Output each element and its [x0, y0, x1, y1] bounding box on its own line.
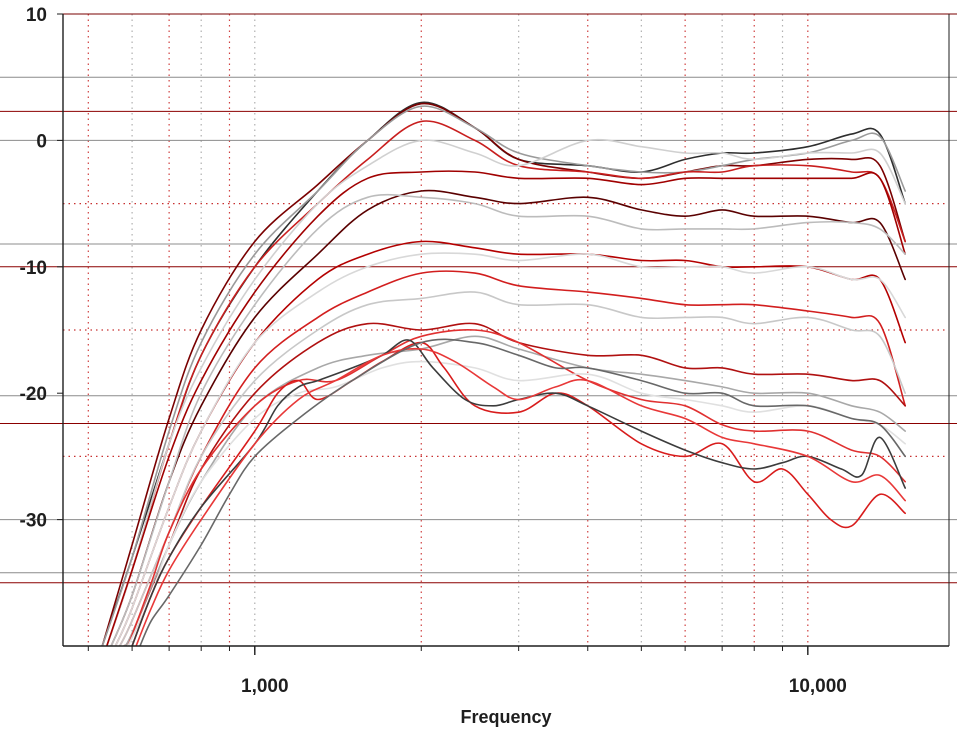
y-tick-label: -10 — [20, 258, 47, 279]
y-tick-label: -30 — [20, 511, 47, 532]
y-tick-label: 0 — [36, 131, 47, 152]
x-axis: 1,000 10,000 — [87, 646, 847, 697]
series-line-6 — [106, 170, 906, 646]
series-line-8 — [110, 193, 906, 646]
series-layer — [101, 101, 906, 646]
series-line-12 — [119, 291, 906, 646]
grid-layer — [0, 13, 957, 646]
series-line-7 — [110, 189, 906, 646]
series-line-19 — [135, 347, 906, 646]
x-tick-label: 1,000 — [241, 676, 289, 697]
x-tick-label: 10,000 — [789, 676, 847, 697]
x-axis-label: Frequency — [460, 707, 551, 727]
series-line-5 — [106, 138, 906, 646]
series-line-2 — [101, 102, 906, 646]
series-line-15 — [127, 328, 906, 646]
y-tick-label: -20 — [20, 384, 47, 405]
y-tick-label: 10 — [26, 5, 47, 26]
y-axis: 10 0 -10 -20 -30 — [20, 5, 63, 532]
series-line-20 — [139, 338, 906, 646]
series-line-10 — [114, 252, 906, 646]
series-line-17 — [131, 341, 906, 646]
series-line-4 — [106, 120, 906, 646]
